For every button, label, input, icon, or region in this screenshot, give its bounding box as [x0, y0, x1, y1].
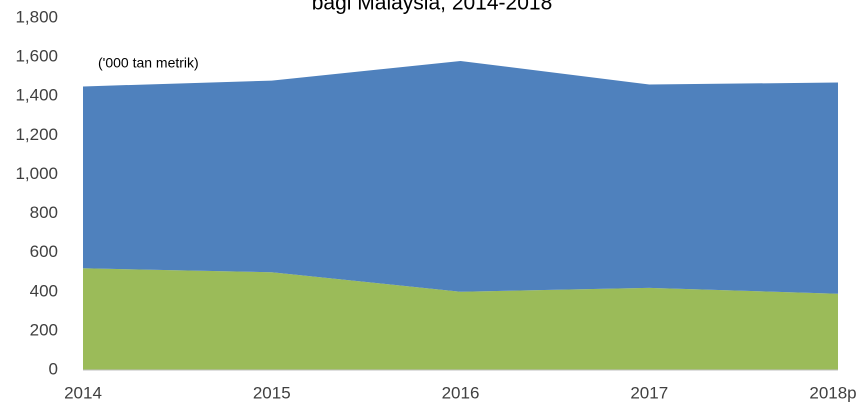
chart-title: bagi Malaysia, 2014-2018 [312, 0, 553, 15]
area [83, 61, 838, 294]
y-tick-label: 600 [30, 242, 58, 261]
x-tick-label: 2016 [442, 383, 480, 402]
annotation: ('000 tan metrik) [98, 55, 199, 71]
y-tick-label: 1,400 [15, 86, 58, 105]
area [83, 268, 838, 370]
y-tick-label: 1,600 [15, 47, 58, 66]
y-tick-label: 1,800 [15, 7, 58, 26]
x-tick-label: 2014 [64, 383, 102, 402]
x-tick-label: 2017 [630, 383, 668, 402]
x-tick-label: 2015 [253, 383, 291, 402]
y-tick-label: 0 [49, 359, 58, 378]
y-tick-label: 400 [30, 281, 58, 300]
x-tick-label: 2018p [809, 383, 856, 402]
y-tick-label: 1,200 [15, 125, 58, 144]
y-tick-label: 200 [30, 320, 58, 339]
y-tick-label: 1,000 [15, 164, 58, 183]
y-tick-label: 800 [30, 203, 58, 222]
